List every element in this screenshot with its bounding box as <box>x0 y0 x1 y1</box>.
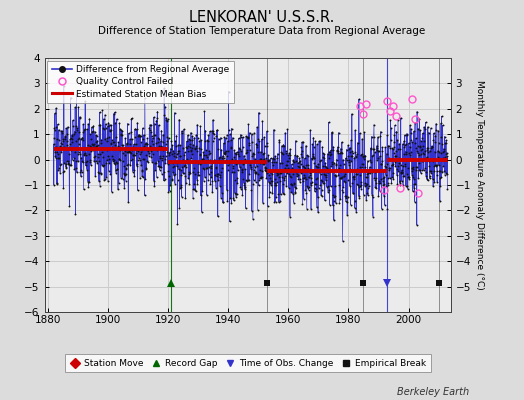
Y-axis label: Monthly Temperature Anomaly Difference (°C): Monthly Temperature Anomaly Difference (… <box>475 80 484 290</box>
Text: Berkeley Earth: Berkeley Earth <box>397 387 469 397</box>
Legend: Station Move, Record Gap, Time of Obs. Change, Empirical Break: Station Move, Record Gap, Time of Obs. C… <box>64 354 431 372</box>
Text: Difference of Station Temperature Data from Regional Average: Difference of Station Temperature Data f… <box>99 26 425 36</box>
Text: LENKORAN' U.S.S.R.: LENKORAN' U.S.S.R. <box>189 10 335 25</box>
